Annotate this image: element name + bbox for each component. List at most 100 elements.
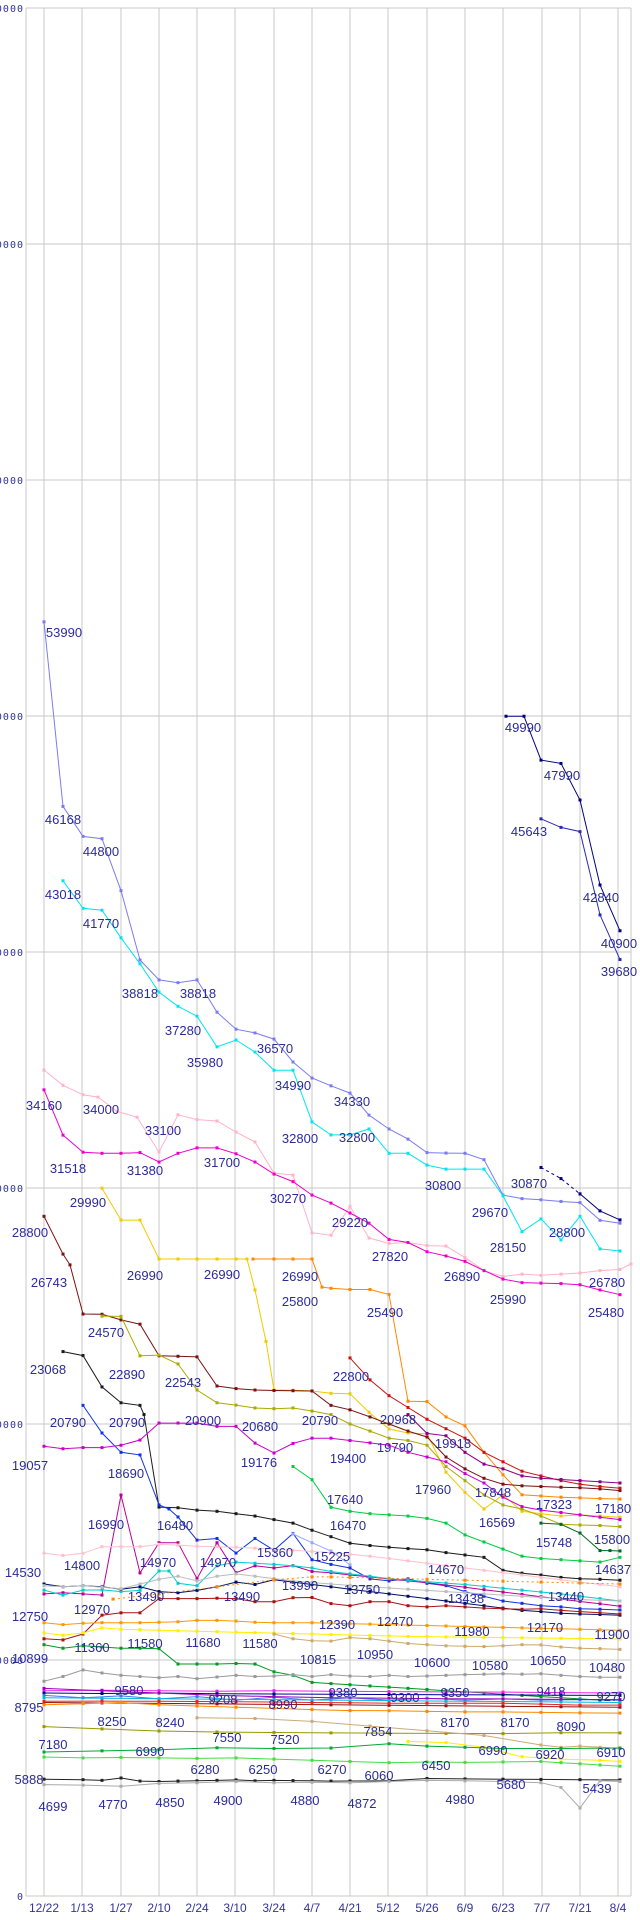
series-marker-maroon1 [215,1384,219,1388]
price-label: 17180 [595,1501,631,1516]
series-marker-purple3 [444,1697,448,1701]
price-label: 7520 [271,1732,300,1747]
series-marker-green3 [329,1746,333,1750]
x-axis-date-label: 5/12 [376,1901,400,1915]
price-label: 26780 [589,1275,625,1290]
series-marker-cyan2 [119,1590,123,1594]
price-label: 30270 [270,1191,306,1206]
series-marker-cyan2 [482,1584,486,1588]
series-marker-black2 [176,1779,180,1783]
series-marker-slateblue1 [253,1031,257,1035]
series-marker-darkgreen1 [559,1522,563,1526]
series-marker-yellow2 [253,1631,257,1635]
series-marker-maroon2 [348,1604,352,1608]
series-marker-gray1 [81,1584,85,1588]
series-marker-blue1 [559,1605,563,1609]
series-marker-maroon3 [329,1703,333,1707]
price-label: 4850 [156,1795,185,1810]
series-marker-maroon2 [253,1600,257,1604]
series-marker-olive1 [310,1409,314,1413]
price-label: 4699 [39,1799,68,1814]
series-marker-maroon2 [195,1597,199,1601]
series-marker-tan1 [463,1644,467,1648]
series-marker-cyan2 [157,1569,161,1573]
series-marker-pink1 [61,1083,65,1087]
series-marker-tan1 [272,1632,276,1636]
series-marker-slateblue1 [598,1218,602,1222]
series-marker-orange2 [234,1619,238,1623]
price-label: 26990 [204,1267,240,1282]
series-marker-gray2 [618,1675,622,1679]
series-line-lightblue1 [292,1533,351,1566]
series-marker-cyan1 [157,990,161,994]
price-label: 30800 [425,1178,461,1193]
x-axis-date-label: 6/9 [457,1901,474,1915]
x-axis-date-label: 8/4 [610,1901,627,1915]
series-marker-blue1 [578,1607,582,1611]
series-marker-lightblue1 [291,1532,295,1536]
series-marker-gold1 [100,1186,104,1190]
series-marker-orange1 [520,1493,524,1497]
series-marker-maroon1 [406,1429,410,1433]
series-marker-pink1 [520,1272,524,1276]
series-marker-lime1 [501,1760,505,1764]
series-marker-yellow2 [406,1634,410,1638]
series-marker-orange2 [501,1625,505,1629]
series-marker-navy3 [482,1604,486,1608]
series-marker-orange1 [348,1287,352,1291]
series-marker-cyan1 [310,1120,314,1124]
series-marker-pink2 [406,1559,410,1563]
series-marker-green2 [425,1516,429,1520]
series-marker-gray2 [598,1675,602,1679]
series-marker-dodger1 [119,1694,123,1698]
series-marker-orange1 [618,1497,622,1501]
series-marker-cyan2 [253,1561,257,1565]
series-marker-tan1 [598,1647,602,1651]
price-label: 17848 [475,1485,511,1500]
series-marker-navy3 [138,1585,142,1589]
price-label: 24570 [88,1325,124,1340]
series-marker-gray1 [559,1597,563,1601]
series-marker-magenta2 [387,1443,391,1447]
series-marker-black1 [618,1578,622,1582]
series-marker-cyan2 [215,1564,219,1568]
series-marker-purple3 [387,1696,391,1700]
price-label: 7180 [39,1737,68,1752]
series-marker-red2 [348,1701,352,1705]
series-marker-green1 [215,1662,219,1666]
series-marker-pink1 [598,1269,602,1273]
series-marker-navy3 [578,1612,582,1616]
series-marker-gray2 [119,1673,123,1677]
series-marker-gold1 [176,1257,180,1261]
series-marker-purple-spike [176,1541,180,1545]
series-marker-maroon1 [119,1318,123,1322]
series-marker-cyan2 [348,1572,352,1576]
price-label: 16470 [330,1518,366,1533]
series-marker-magenta1 [310,1193,314,1197]
series-marker-gray2 [482,1672,486,1676]
series-marker-slateblue1 [81,834,85,838]
series-marker-yellow2 [195,1629,199,1633]
series-marker-gray3 [119,1784,123,1788]
series-marker-magenta1 [138,1151,142,1155]
series-marker-gray2 [444,1673,448,1677]
series-marker-magenta1 [539,1281,543,1285]
series-marker-slateblue1 [215,1010,219,1014]
series-marker-pink1 [310,1231,314,1235]
series-marker-maroon1 [425,1435,429,1439]
series-marker-cyan3 [387,1699,391,1703]
series-marker-navy1 [559,761,563,765]
series-marker-red-mid [520,1469,524,1473]
series-marker-gray2 [100,1671,104,1675]
series-marker-slateblue1 [176,981,180,985]
y-axis-tick-label: 40000 [0,948,24,959]
series-marker-orange2 [406,1623,410,1627]
series-marker-tan1 [348,1636,352,1640]
series-marker-magenta1 [501,1277,505,1281]
series-marker-black2 [215,1778,219,1782]
series-marker-red2 [310,1700,314,1704]
series-marker-cyan3 [272,1698,276,1702]
series-marker-navy2 [578,830,582,834]
series-marker-navy3 [598,1612,602,1616]
series-marker-green3 [42,1750,46,1754]
